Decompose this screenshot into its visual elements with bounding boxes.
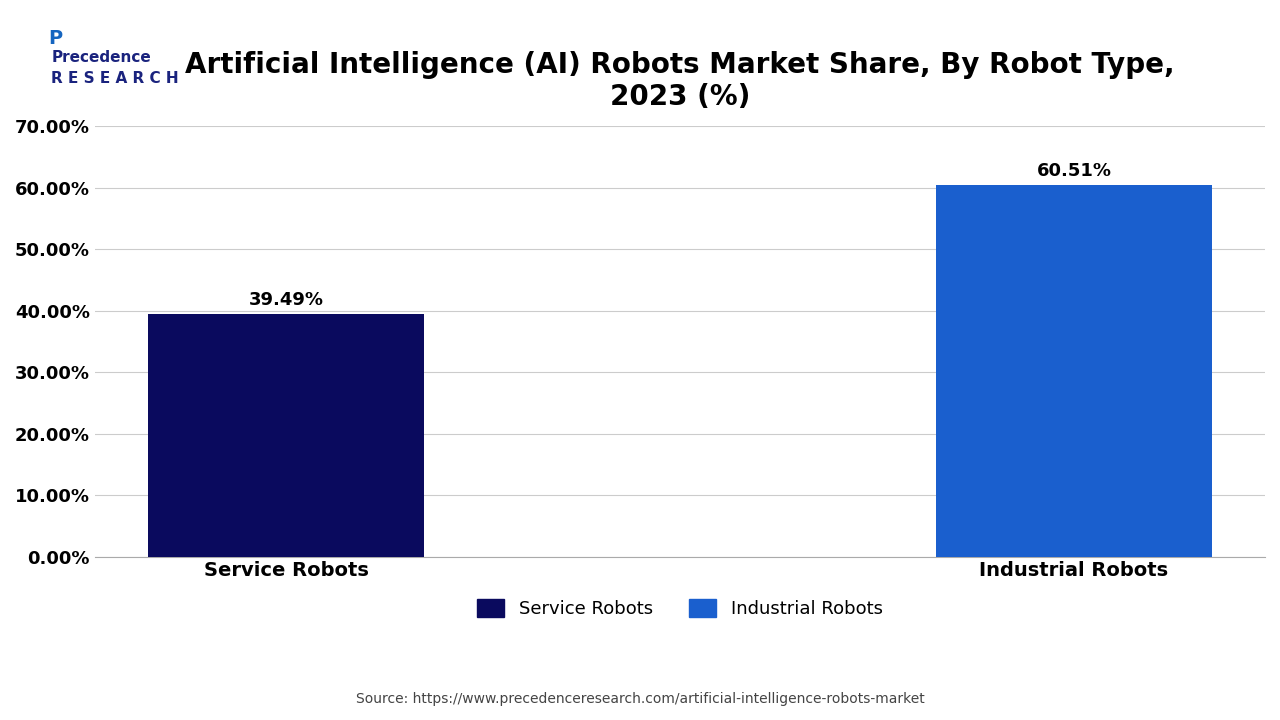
Bar <box>148 314 424 557</box>
Text: Source: https://www.precedenceresearch.com/artificial-intelligence-robots-market: Source: https://www.precedenceresearch.c… <box>356 692 924 706</box>
Legend: Service Robots, Industrial Robots: Service Robots, Industrial Robots <box>470 591 890 625</box>
Text: 60.51%: 60.51% <box>1037 162 1111 180</box>
Text: P: P <box>49 29 63 48</box>
Title: Artificial Intelligence (AI) Robots Market Share, By Robot Type,
2023 (%): Artificial Intelligence (AI) Robots Mark… <box>186 51 1175 112</box>
Bar <box>936 184 1212 557</box>
Text: 39.49%: 39.49% <box>248 291 324 309</box>
Text: Precedence
R E S E A R C H: Precedence R E S E A R C H <box>51 50 179 86</box>
